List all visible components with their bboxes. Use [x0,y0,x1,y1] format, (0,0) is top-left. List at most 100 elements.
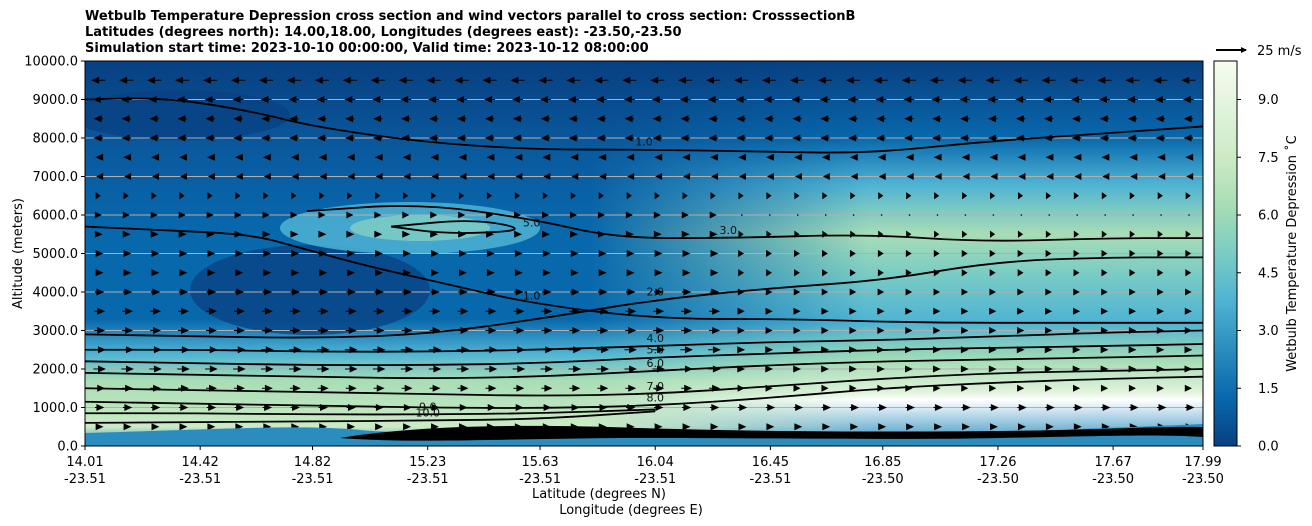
wind-vector [989,249,996,258]
wind-vector [709,307,721,315]
wind-vector [541,327,553,334]
wind-vector [513,327,525,334]
wind-vector [821,307,829,315]
wind-vector [1157,153,1166,161]
wind-vector [402,288,412,296]
wind-vector [934,230,940,238]
wind-vector [821,365,830,373]
wind-vector [822,192,828,200]
wind-vector [709,327,721,334]
wind-vector [263,250,272,257]
wind-vector [1045,192,1052,200]
wind-vector [789,76,805,84]
wind-vector [1017,307,1025,315]
wind-vector [486,192,493,200]
wind-vector [514,288,524,296]
wind-vector [568,134,579,142]
wind-vector [1045,384,1053,392]
wind-vector [485,307,497,315]
wind-vector [178,327,190,334]
wind-vector [512,134,523,142]
wind-vector [487,173,495,180]
wind-vector [258,76,274,84]
wind-vector [289,365,302,373]
colorbar-tick-label: 6.0 [1258,209,1279,224]
wind-vector [319,173,327,180]
wind-vector [849,269,856,277]
wind-vector [904,115,914,123]
wind-vector [652,346,665,354]
wind-vector [93,115,103,123]
wind-vector [342,76,357,84]
wind-vector [905,327,913,334]
wind-vector [93,134,103,142]
wind-vector [486,269,495,277]
wind-vector [91,76,106,84]
wind-vector [459,173,467,180]
wind-vector [905,153,914,161]
wind-vector [595,96,607,103]
wind-vector [428,365,442,373]
wind-vector [1072,346,1081,354]
wind-vector [1048,214,1051,216]
wind-vector [177,365,190,373]
moist-tongue-core [350,215,490,241]
wind-vector [934,423,943,431]
wind-vector [681,404,692,411]
wind-vector [347,269,356,277]
wind-vector [263,173,271,180]
wind-vector [289,307,301,315]
wind-vector [1185,288,1192,296]
wind-vector [261,115,271,123]
y-tick-label: 8000.0 [33,132,79,147]
x-tick-label-lat: 16.45 [752,455,789,470]
wind-vector [178,230,187,238]
wind-vector [512,365,526,373]
wind-vector [625,307,637,315]
wind-vector [513,307,525,315]
wind-vector [263,192,269,200]
wind-vector [151,153,160,161]
wind-vector [765,365,774,373]
wind-vector [933,404,943,411]
wind-vector [261,365,274,373]
wind-vector [542,153,551,161]
wind-vector [430,211,438,219]
wind-vector [178,288,189,296]
wind-vector [961,249,968,258]
wind-vector [205,134,215,142]
wind-vector [905,307,913,315]
wind-vector [235,250,244,257]
wind-vector [906,192,912,200]
wind-vector [708,134,718,142]
wind-vector [764,115,774,123]
wind-vector [403,250,412,257]
wind-vector [179,192,185,200]
dry-core-lower [190,245,430,335]
wind-vector [149,115,159,123]
wind-vector [345,134,355,142]
wind-vector [761,76,777,84]
wind-vector [766,249,772,258]
wind-vector [708,346,721,354]
contour-line [85,329,1203,353]
wind-vector [817,76,833,84]
wind-vector [1125,76,1140,84]
wind-vector [710,269,719,277]
wind-vector [400,96,412,103]
wind-vector [852,214,855,216]
wind-vector [458,153,467,161]
wind-vector [710,250,719,257]
wind-vector [964,214,967,216]
wind-vector [542,192,548,200]
wind-vector [318,288,328,296]
wind-vector [1073,269,1080,277]
wind-vector [119,76,134,84]
wind-vector [314,76,329,84]
x-tick-label-lon: -23.51 [634,472,676,487]
wind-vector [1016,365,1025,373]
wind-vector [373,307,385,315]
wind-vector [877,249,884,258]
wind-vector [513,384,525,392]
wind-vector [1129,269,1136,277]
